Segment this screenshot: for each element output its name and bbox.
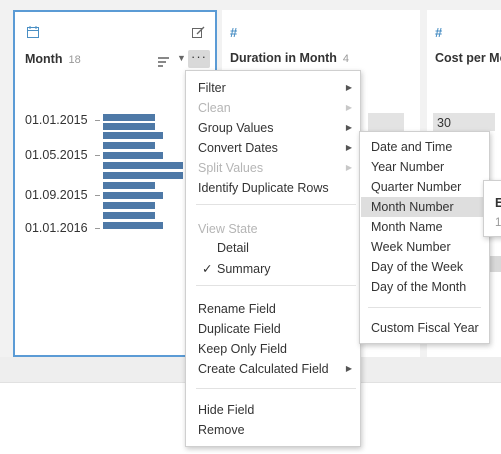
submenu-item-custom-fiscal-year[interactable]: Custom Fiscal Year (371, 321, 479, 335)
histogram-bar[interactable] (103, 192, 163, 199)
more-options-button[interactable]: ··· (188, 50, 210, 68)
menu-item-keep-only-field[interactable]: Keep Only Field (198, 342, 287, 356)
distinct-count: 18 (68, 54, 81, 66)
submenu-item-month-number[interactable]: Month Number (361, 197, 488, 217)
chevron-down-icon[interactable]: ▼ (177, 53, 186, 63)
menu-item-convert-dates[interactable]: Convert Dates ▶ (186, 138, 360, 158)
check-icon: ✓ (202, 262, 213, 276)
number-icon: # (230, 25, 238, 40)
submenu-item-year-number[interactable]: Year Number (371, 160, 445, 174)
convert-dates-submenu: Date and Time Year Number Quarter Number… (359, 131, 490, 344)
menu-item-rename-field[interactable]: Rename Field (198, 302, 276, 316)
chevron-right-icon: ▶ (345, 143, 352, 152)
histogram-bar[interactable] (103, 142, 155, 149)
field-context-menu: Filter ▶ Clean ▶ Group Values ▶ Convert Dat… (185, 70, 361, 447)
submenu-item-day-of-month[interactable]: Day of the Month (371, 280, 467, 294)
axis-tick (95, 195, 100, 196)
submenu-item-quarter-number[interactable]: Quarter Number (371, 180, 462, 194)
histogram-bar[interactable] (489, 256, 501, 272)
histogram-bar[interactable] (103, 222, 163, 229)
axis-label: 01.09.2015 (25, 188, 88, 202)
menu-divider (196, 204, 356, 205)
submenu-item-date-and-time[interactable]: Date and Time (371, 140, 453, 154)
edit-icon[interactable] (192, 26, 205, 42)
histogram-bar[interactable] (103, 152, 163, 159)
field-title: Month 18 (25, 52, 81, 66)
chevron-right-icon: ▶ (345, 163, 352, 172)
menu-header-view-state: View State (198, 222, 258, 236)
menu-item-summary[interactable]: ✓ Summary (186, 259, 360, 279)
distinct-count: 4 (342, 53, 350, 65)
menu-divider (196, 388, 356, 389)
menu-divider (368, 307, 481, 308)
number-icon: # (435, 25, 443, 40)
axis-label: 01.01.2016 (25, 221, 88, 235)
submenu-item-week-number[interactable]: Week Number (371, 240, 451, 254)
histogram-bar[interactable] (368, 113, 404, 131)
sort-icon[interactable] (158, 56, 170, 70)
histogram-bar[interactable] (103, 212, 155, 219)
chevron-right-icon: ▶ (345, 123, 352, 132)
axis-tick (95, 120, 100, 121)
histogram-bar[interactable] (103, 182, 155, 189)
axis-label: 01.05.2015 (25, 148, 88, 162)
chevron-right-icon: ▶ (345, 103, 352, 112)
field-title: Duration in Month 4 (230, 51, 350, 65)
menu-item-clean: Clean ▶ (186, 98, 360, 118)
menu-item-filter[interactable]: Filter ▶ (186, 78, 360, 98)
axis-tick (95, 155, 100, 156)
tooltip-title: E (495, 196, 501, 210)
field-title: Cost per Mo (435, 51, 501, 65)
menu-item-hide-field[interactable]: Hide Field (198, 403, 255, 417)
bin-value: 30 (437, 116, 451, 130)
axis-tick (95, 228, 100, 229)
axis-label: 01.01.2015 (25, 113, 88, 127)
menu-item-duplicate-field[interactable]: Duplicate Field (198, 322, 281, 336)
histogram-bar[interactable] (103, 202, 155, 209)
menu-item-group-values[interactable]: Group Values ▶ (186, 118, 360, 138)
menu-item-split-values: Split Values ▶ (186, 158, 360, 178)
menu-item-remove[interactable]: Remove (198, 423, 245, 437)
histogram-bar[interactable] (103, 114, 155, 121)
menu-item-identify-duplicates[interactable]: Identify Duplicate Rows (198, 181, 329, 195)
histogram-bar[interactable] (103, 172, 183, 179)
submenu-item-day-of-week[interactable]: Day of the Week (371, 260, 464, 274)
menu-divider (196, 285, 356, 286)
chevron-right-icon: ▶ (345, 83, 352, 92)
tooltip-subtext: 1 (495, 217, 501, 229)
menu-item-create-calculated-field[interactable]: Create Calculated Field ▶ (186, 359, 360, 379)
chevron-right-icon: ▶ (345, 364, 352, 373)
histogram-bar[interactable] (103, 123, 155, 130)
histogram-bar[interactable] (103, 162, 183, 169)
submenu-item-month-name[interactable]: Month Name (371, 220, 443, 234)
calendar-icon (27, 26, 39, 41)
histogram-bar[interactable] (433, 113, 495, 131)
example-tooltip: E 1 (483, 180, 501, 237)
month-field-card[interactable]: Month 18 ▼ ··· 01.01.2015 01.05.2015 01.0… (13, 10, 217, 357)
histogram-bar[interactable] (103, 132, 163, 139)
menu-item-detail[interactable]: Detail (217, 241, 249, 255)
